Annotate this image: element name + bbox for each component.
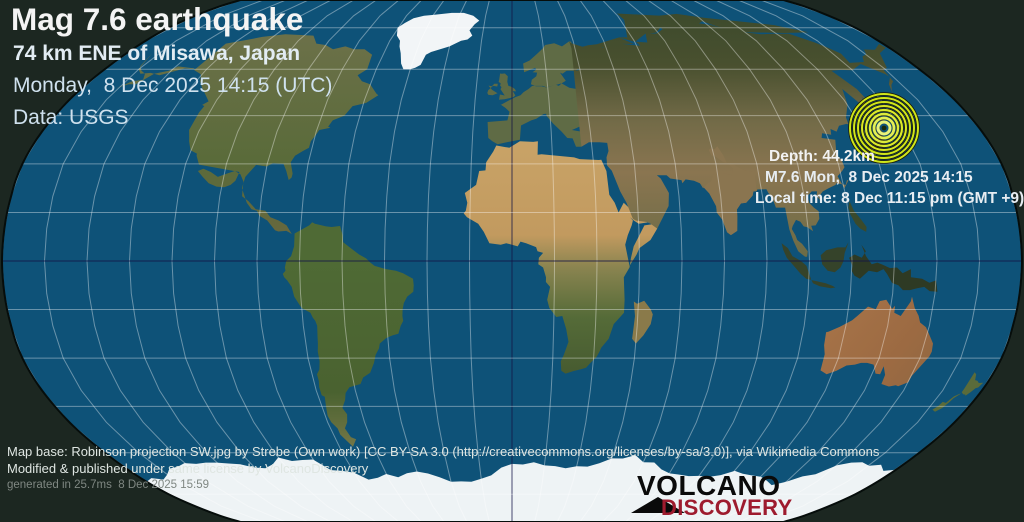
- svg-text:DISCOVERY: DISCOVERY: [661, 495, 792, 520]
